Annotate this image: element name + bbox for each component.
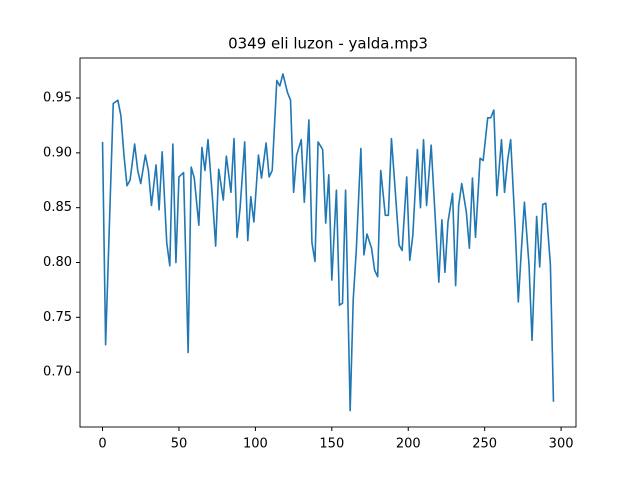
y-tick-label: 0.90 — [43, 145, 72, 160]
y-tick-label: 0.75 — [43, 310, 72, 325]
y-tick-label: 0.70 — [43, 365, 72, 380]
y-tick-label: 0.85 — [43, 200, 72, 215]
x-tick-label: 200 — [396, 437, 421, 452]
x-tick-label: 300 — [549, 437, 574, 452]
x-tick-label: 50 — [171, 437, 188, 452]
x-tick-label: 150 — [319, 437, 344, 452]
axes-frame — [79, 57, 577, 428]
y-tick-label: 0.80 — [43, 255, 72, 270]
x-tick-label: 100 — [243, 437, 268, 452]
chart-title: 0349 eli luzon - yalda.mp3 — [228, 35, 428, 53]
x-tick-label: 250 — [472, 437, 497, 452]
data-line — [101, 73, 555, 412]
y-tick-label: 0.95 — [43, 91, 72, 106]
x-tick-label: 0 — [98, 437, 106, 452]
